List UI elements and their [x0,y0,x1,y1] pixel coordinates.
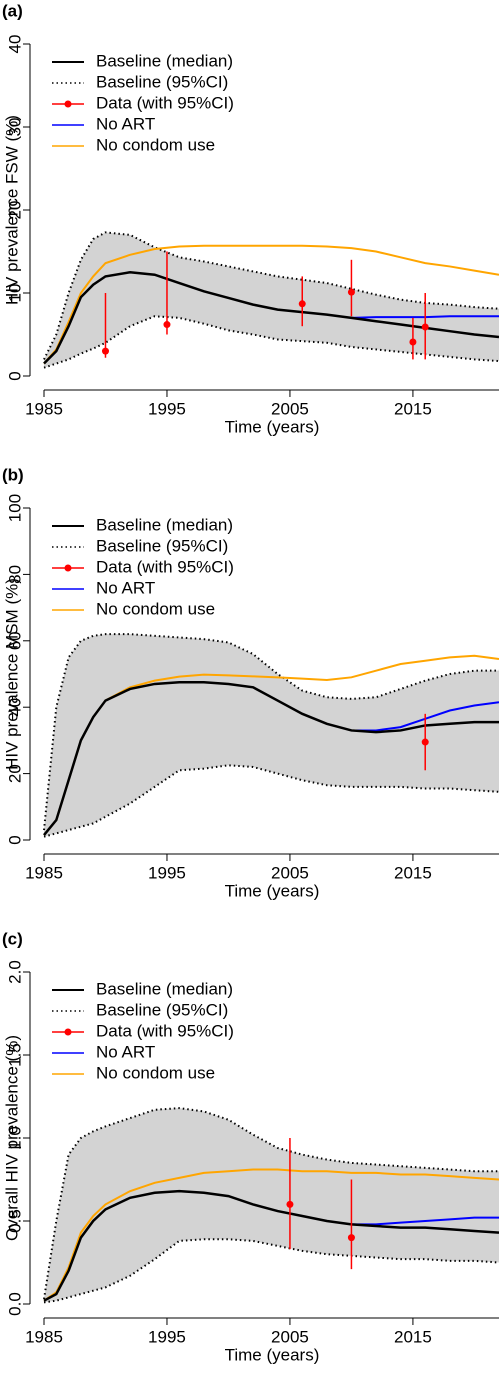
legend-label: No condom use [96,1063,215,1082]
data-point [101,347,109,355]
x-tick-label: 1995 [148,399,186,418]
legend-label: Data (with 95%CI) [96,93,234,112]
x-tick-label: 2005 [271,1327,309,1346]
data-point [421,323,429,331]
legend-label: Baseline (95%CI) [96,1000,228,1019]
legend-marker [64,100,72,108]
legend-label: No ART [96,578,155,597]
x-axis-label: Time (years) [225,1345,320,1364]
y-tick-label: 30 [5,118,24,137]
legend-label: No ART [96,114,155,133]
y-tick-label: 0.5 [5,1209,24,1233]
series-line [43,1168,499,1302]
legend-label: No condom use [96,599,215,618]
y-tick-label: 20 [5,201,24,220]
series-line [43,1189,499,1302]
series-line [43,244,499,365]
y-tick-label: 0 [5,835,24,844]
y-axis-label: Overall HIV prevalence (%) [2,1035,21,1241]
ci-line [43,1238,499,1304]
panel-label: (c) [2,929,23,948]
data-point [163,321,171,329]
data-point [298,300,306,308]
data-point [421,738,429,746]
legend-label: Baseline (median) [96,979,233,998]
legend-label: Data (with 95%CI) [96,1021,234,1040]
x-axis-label: Time (years) [225,417,320,436]
x-tick-label: 2015 [394,863,432,882]
x-tick-label: 2015 [394,399,432,418]
x-tick-label: 1985 [25,863,63,882]
y-tick-label: 20 [5,764,24,783]
y-tick-label: 40 [5,35,24,54]
legend-label: No ART [96,1042,155,1061]
y-tick-label: 40 [5,698,24,717]
y-tick-label: 60 [5,631,24,650]
legend-label: Baseline (median) [96,515,233,534]
y-tick-label: 100 [5,494,24,522]
legend-label: Baseline (median) [96,51,233,70]
x-tick-label: 1995 [148,863,186,882]
data-point [286,1200,294,1208]
legend-marker [64,564,72,572]
x-tick-label: 2005 [271,399,309,418]
y-tick-label: 10 [5,284,24,303]
x-tick-label: 2005 [271,863,309,882]
y-tick-label: 0 [5,371,24,380]
ci-band [44,232,499,368]
series-line [351,1216,499,1226]
x-tick-label: 1985 [25,399,63,418]
x-tick-label: 1995 [148,1327,186,1346]
y-tick-label: 0.0 [5,1292,24,1316]
x-tick-label: 1985 [25,1327,63,1346]
panel-label: (b) [2,465,24,484]
legend-label: Baseline (95%CI) [96,72,228,91]
data-point [347,1234,355,1242]
y-axis-label: HIV prevalence FSW (%) [2,115,21,305]
data-point [409,338,417,346]
legend-label: Data (with 95%CI) [96,557,234,576]
panel-label: (a) [2,1,23,20]
ci-line [43,315,499,369]
panel: (c) 0.0 0.5 1.0 1.5 2.0 Overall HIV prevalence… [2,929,499,1364]
y-tick-label: 80 [5,565,24,584]
series-line [43,681,499,836]
y-tick-label: 1.5 [5,1043,24,1067]
legend-marker [64,1028,72,1036]
y-tick-label: 2.0 [5,960,24,984]
y-tick-label: 1.0 [5,1126,24,1150]
panel: (a) 0 10 20 30 40 HIV prevalence FSW (%) 1985 19… [2,1,499,436]
ci-band [44,634,499,837]
legend-label: Baseline (95%CI) [96,536,228,555]
data-point [347,288,355,296]
x-axis-label: Time (years) [225,881,320,900]
y-axis-label: HIV prevalence MSM (%) [2,578,21,770]
ci-band [44,1108,499,1303]
panel: (b) 0 20 40 60 80 100 HIV prevalence MSM (%) 198… [2,465,499,900]
x-tick-label: 2015 [394,1327,432,1346]
legend-label: No condom use [96,135,215,154]
